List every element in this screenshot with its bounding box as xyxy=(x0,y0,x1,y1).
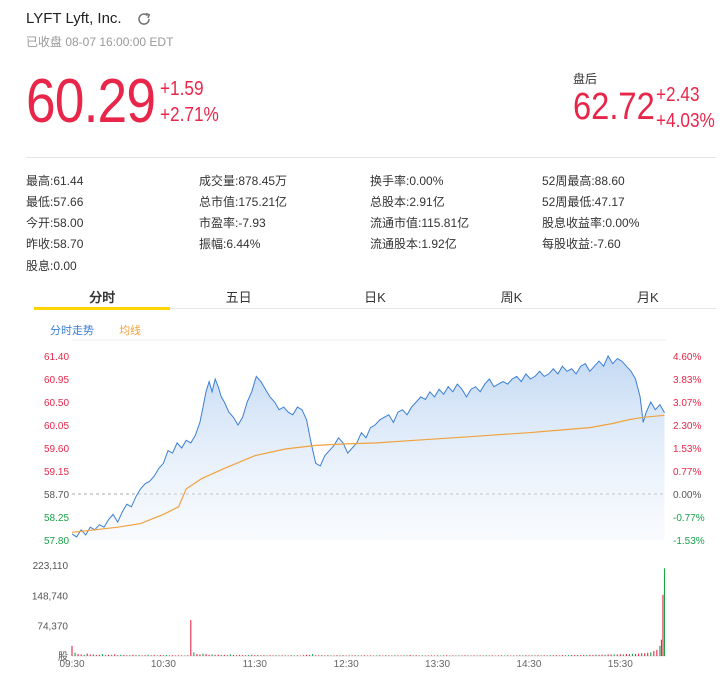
after-hours-block: 盘后 62.72 +2.43 +4.03% xyxy=(573,70,718,140)
y-tick-right: 1.53% xyxy=(673,444,701,455)
stat-amplitude: 振幅:6.44% xyxy=(199,237,261,251)
after-hours-change-pct: +4.03% xyxy=(656,110,715,132)
x-tick: 12:30 xyxy=(334,659,359,670)
y-tick-right: 3.07% xyxy=(673,398,701,409)
chart-legend: 分时走势 均线 xyxy=(50,322,163,338)
tab-monthly-k[interactable]: 月K xyxy=(636,290,659,305)
y-tick-left: 59.15 xyxy=(44,467,69,478)
stat-52w-high: 52周最高:88.60 xyxy=(542,174,625,188)
price-change-block: +1.59 +2.71% xyxy=(160,76,219,128)
after-hours-change-block: +2.43 +4.03% xyxy=(656,82,715,134)
stat-volume: 成交量:878.45万 xyxy=(199,174,288,188)
stat-52w-low: 52周最低:47.17 xyxy=(542,195,625,209)
stat-dividend: 股息:0.00 xyxy=(26,259,77,273)
y-tick-right: 3.83% xyxy=(673,375,701,386)
stat-float-shares: 流通股本:1.92亿 xyxy=(370,237,457,251)
y-tick-right: -1.53% xyxy=(673,536,705,547)
y-tick-left: 60.05 xyxy=(44,421,69,432)
tab-weekly-k[interactable]: 周K xyxy=(500,290,523,305)
price-line xyxy=(71,354,665,538)
chart-tabs: 分时 五日 日K 周K 月K xyxy=(34,287,716,310)
legend-average[interactable]: 均线 xyxy=(119,325,142,337)
volume-y-tick: 148,740 xyxy=(32,591,69,602)
stat-pe: 市盈率:-7.93 xyxy=(199,216,266,230)
tab-five-day[interactable]: 五日 xyxy=(225,290,252,305)
y-tick-left: 58.25 xyxy=(44,513,69,524)
tab-daily-k[interactable]: 日K xyxy=(364,290,386,305)
y-tick-right: 4.60% xyxy=(673,352,701,363)
stock-title: LYFT Lyft, Inc. xyxy=(26,10,122,27)
y-tick-left: 58.70 xyxy=(44,490,69,501)
stat-market-cap: 总市值:175.21亿 xyxy=(199,195,288,209)
y-tick-left: 60.95 xyxy=(44,375,69,386)
price-area xyxy=(72,356,665,540)
x-tick: 13:30 xyxy=(425,659,450,670)
y-tick-left: 59.60 xyxy=(44,444,69,455)
price-change-pct: +2.71% xyxy=(160,104,219,126)
divider xyxy=(26,157,716,158)
y-tick-right: 0.00% xyxy=(673,490,701,501)
stat-high: 最高:61.44 xyxy=(26,174,84,188)
current-price: 60.29 xyxy=(26,67,156,136)
y-tick-left: 61.40 xyxy=(44,352,69,363)
x-tick: 11:30 xyxy=(243,659,268,670)
tab-intraday[interactable]: 分时 xyxy=(34,287,171,310)
after-hours-label: 盘后 xyxy=(573,72,598,86)
stat-open: 今开:58.00 xyxy=(26,216,84,230)
y-tick-left: 60.50 xyxy=(44,398,69,409)
average-line xyxy=(71,414,665,533)
stat-float-cap: 流通市值:115.81亿 xyxy=(370,216,470,230)
after-hours-change: +2.43 xyxy=(656,84,700,106)
stat-prev-close: 昨收:58.70 xyxy=(26,237,84,251)
stock-header: LYFT Lyft, Inc. 已收盘 08-07 16:00:00 EDT xyxy=(26,10,716,50)
stat-eps: 每股收益:-7.60 xyxy=(542,237,621,251)
stat-low: 最低:57.66 xyxy=(26,195,84,209)
stat-turnover: 换手率:0.00% xyxy=(370,174,444,188)
x-tick: 14:30 xyxy=(516,659,541,670)
stat-dividend-yield: 股息收益率:0.00% xyxy=(542,216,640,230)
y-tick-right: 2.30% xyxy=(673,421,701,432)
price-change: +1.59 xyxy=(160,78,204,100)
legend-price[interactable]: 分时走势 xyxy=(50,325,94,337)
price-block: 60.29 +1.59 +2.71% xyxy=(26,66,386,146)
volume-y-tick: 223,110 xyxy=(33,561,69,572)
x-tick: 10:30 xyxy=(151,659,176,670)
x-tick: 15:30 xyxy=(608,659,633,670)
y-tick-left: 57.80 xyxy=(44,536,69,547)
volume-y-tick: 74,370 xyxy=(37,622,68,633)
y-tick-right: -0.77% xyxy=(673,513,705,524)
refresh-icon[interactable] xyxy=(136,11,152,27)
stat-total-shares: 总股本:2.91亿 xyxy=(370,195,445,209)
x-tick: 09:30 xyxy=(59,659,84,670)
after-hours-price: 62.72 xyxy=(573,86,655,128)
market-status: 已收盘 08-07 16:00:00 EDT xyxy=(26,35,174,49)
y-tick-right: 0.77% xyxy=(673,467,701,478)
volume-y-tick: 股 xyxy=(58,651,68,663)
